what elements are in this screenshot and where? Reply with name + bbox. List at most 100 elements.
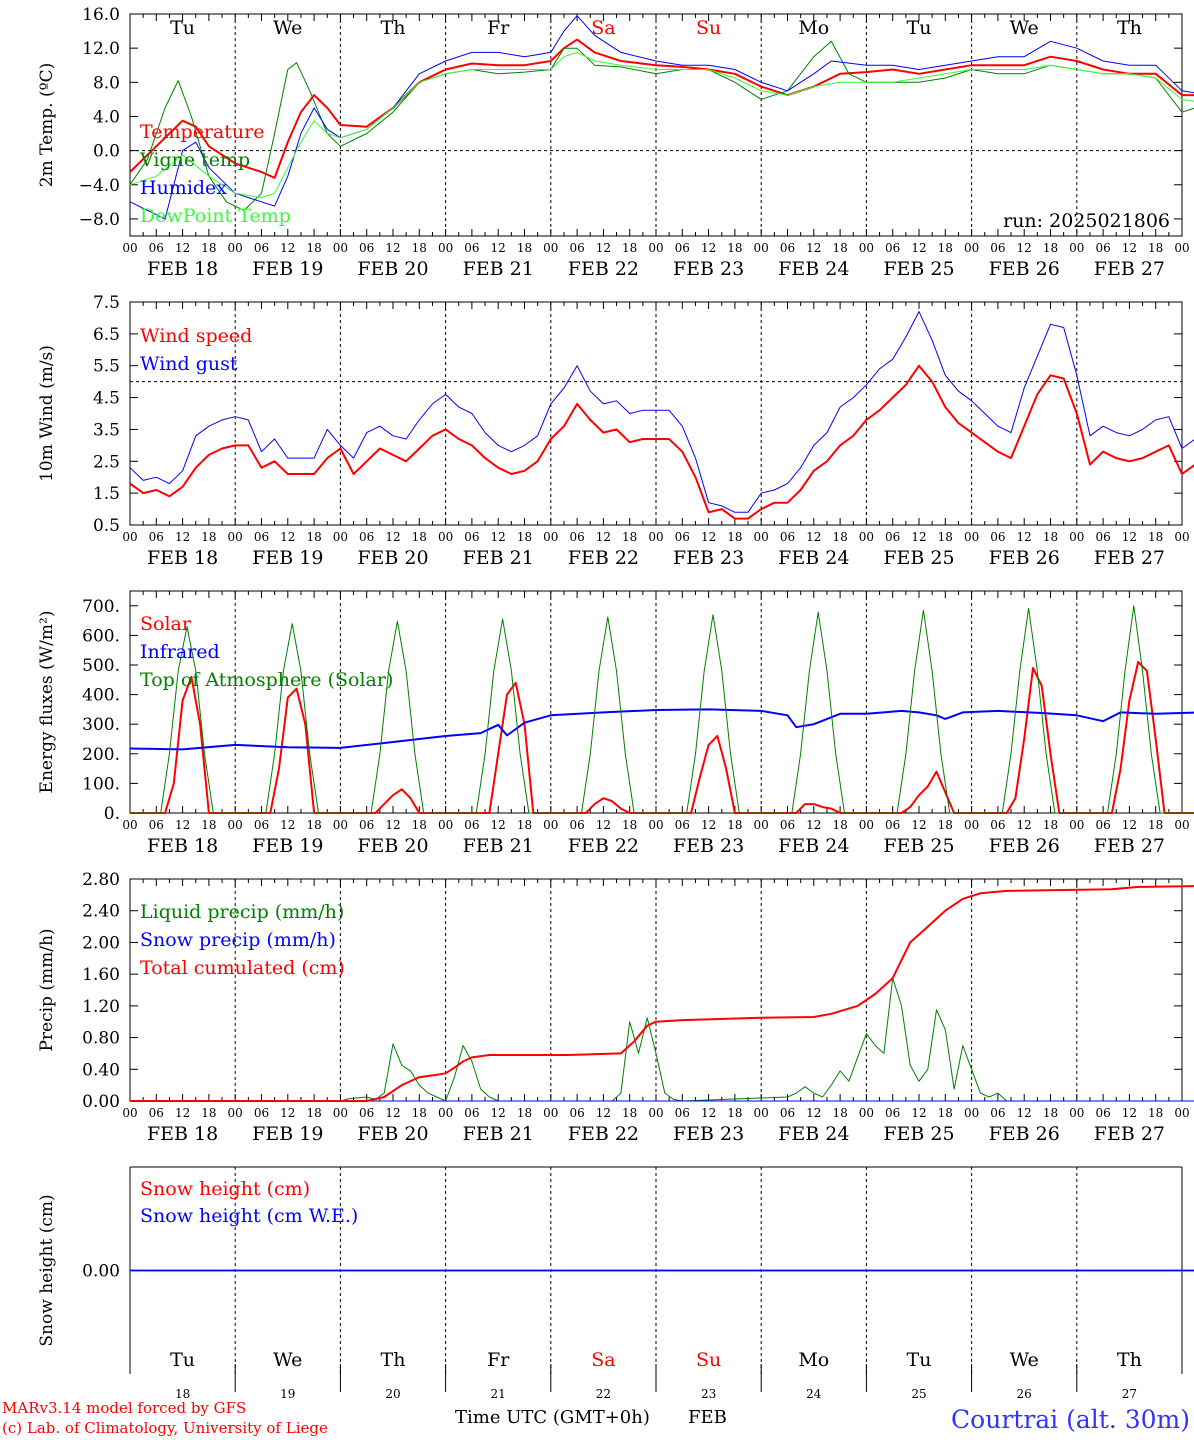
hour-label: 06 xyxy=(780,1106,795,1120)
day-number: 19 xyxy=(280,1387,295,1401)
hour-label: 18 xyxy=(832,530,847,544)
hour-label: 00 xyxy=(438,530,453,544)
y-tick-label: 3.5 xyxy=(93,420,120,440)
hour-label: 12 xyxy=(701,818,716,832)
weekday-label: Tu xyxy=(907,1349,932,1371)
date-label: FEB 27 xyxy=(1094,258,1165,280)
weekday-label: Mo xyxy=(798,1349,829,1371)
day-number: 27 xyxy=(1122,1387,1137,1401)
hour-label: 06 xyxy=(359,241,374,255)
hour-label: 12 xyxy=(701,1106,716,1120)
series-line xyxy=(130,885,1194,1102)
date-label: FEB 20 xyxy=(357,258,428,280)
hour-label: 18 xyxy=(938,1106,953,1120)
weekday-label: Tu xyxy=(907,17,932,39)
date-label: FEB 26 xyxy=(989,547,1060,569)
hour-label: 00 xyxy=(964,241,979,255)
day-number: 26 xyxy=(1017,1387,1032,1401)
date-label: FEB 22 xyxy=(568,835,639,857)
weekday-label: Su xyxy=(696,1349,721,1371)
hour-label: 06 xyxy=(1095,818,1110,832)
hour-label: 06 xyxy=(464,241,479,255)
hour-label: 06 xyxy=(359,530,374,544)
hour-label: 18 xyxy=(201,818,216,832)
date-label: FEB 27 xyxy=(1094,835,1165,857)
date-label: FEB 25 xyxy=(883,258,954,280)
hour-label: 18 xyxy=(1043,530,1058,544)
hour-label: 06 xyxy=(464,1106,479,1120)
hour-label: 00 xyxy=(648,818,663,832)
hour-label: 00 xyxy=(1174,530,1189,544)
y-tick-label: 400. xyxy=(82,686,120,706)
y-tick-label: 300. xyxy=(82,715,120,735)
hour-label: 18 xyxy=(938,818,953,832)
date-label: FEB 24 xyxy=(778,835,849,857)
hour-label: 18 xyxy=(622,241,637,255)
date-label: FEB 23 xyxy=(673,1123,744,1145)
hour-label: 00 xyxy=(859,241,874,255)
date-label: FEB 24 xyxy=(778,547,849,569)
series-line xyxy=(129,311,1194,513)
weekday-label: Mo xyxy=(798,17,829,39)
day-number: 20 xyxy=(385,1387,400,1401)
hour-label: 00 xyxy=(859,530,874,544)
date-label: FEB 23 xyxy=(673,258,744,280)
hour-label: 00 xyxy=(964,818,979,832)
panel-precip: 00 06 12 18 00 06 12 18 00 06 12 18 00 06 12 18 00 06 12 18… xyxy=(37,870,1194,1145)
legend-entry: DewPoint Temp xyxy=(140,205,291,227)
hour-label: 12 xyxy=(1122,818,1137,832)
hour-label: 12 xyxy=(175,241,190,255)
date-label: FEB 19 xyxy=(252,547,323,569)
panel-energy: 00 06 12 18 00 06 12 18 00 06 12 18 00 06 12 18 00 06 12 18… xyxy=(37,590,1194,857)
hour-label: 00 xyxy=(438,241,453,255)
hour-label: 12 xyxy=(175,818,190,832)
hour-label: 18 xyxy=(517,530,532,544)
y-tick-label: 600. xyxy=(82,626,120,646)
hour-label: 06 xyxy=(1095,1106,1110,1120)
hour-label: 06 xyxy=(1095,530,1110,544)
hour-label: 00 xyxy=(754,241,769,255)
y-tick-label: 200. xyxy=(82,745,120,765)
hour-label: 12 xyxy=(491,241,506,255)
weekday-label: Sa xyxy=(591,17,615,39)
hour-label: 00 xyxy=(228,1106,243,1120)
y-tick-label: 4.0 xyxy=(93,107,120,127)
series-line xyxy=(130,661,1194,814)
panel-snow: 0.00 Snow height (cm) Snow height (cm) Snow… xyxy=(37,1166,1194,1401)
legend-entry: Wind speed xyxy=(140,325,252,347)
hour-label: 06 xyxy=(149,818,164,832)
y-tick-label: 0.40 xyxy=(82,1060,120,1080)
hour-label: 18 xyxy=(832,241,847,255)
hour-label: 06 xyxy=(569,530,584,544)
hour-label: 18 xyxy=(201,530,216,544)
hour-label: 12 xyxy=(1122,530,1137,544)
y-tick-label: 0.0 xyxy=(93,142,120,162)
hour-label: 12 xyxy=(596,1106,611,1120)
hour-label: 00 xyxy=(333,1106,348,1120)
hour-label: 18 xyxy=(517,241,532,255)
hour-label: 12 xyxy=(1017,818,1032,832)
legend-entry: Infrared xyxy=(140,641,220,663)
series-line xyxy=(130,977,1194,1102)
hour-label: 06 xyxy=(885,530,900,544)
hour-label: 18 xyxy=(832,1106,847,1120)
hour-label: 00 xyxy=(964,1106,979,1120)
panel-wind: 00 06 12 18 00 06 12 18 00 06 12 18 00 06 12 18 00 06 12 18… xyxy=(37,293,1194,569)
run-label: run: 2025021806 xyxy=(1003,210,1170,232)
legend-entry: Solar xyxy=(140,613,192,635)
hour-label: 18 xyxy=(727,530,742,544)
date-label: FEB 22 xyxy=(568,1123,639,1145)
hour-label: 18 xyxy=(1148,818,1163,832)
day-number: 22 xyxy=(596,1387,611,1401)
hour-label: 06 xyxy=(149,530,164,544)
y-tick-label: 2.40 xyxy=(82,902,120,922)
hour-label: 00 xyxy=(438,818,453,832)
hour-label: 00 xyxy=(333,241,348,255)
hour-label: 12 xyxy=(491,818,506,832)
hour-label: 06 xyxy=(569,818,584,832)
hour-label: 06 xyxy=(780,818,795,832)
y-tick-label: 12.0 xyxy=(82,39,120,59)
date-label: FEB 23 xyxy=(673,547,744,569)
legend-entry: Snow precip (mm/h) xyxy=(140,929,336,951)
y-tick-label: 0.80 xyxy=(82,1029,120,1049)
